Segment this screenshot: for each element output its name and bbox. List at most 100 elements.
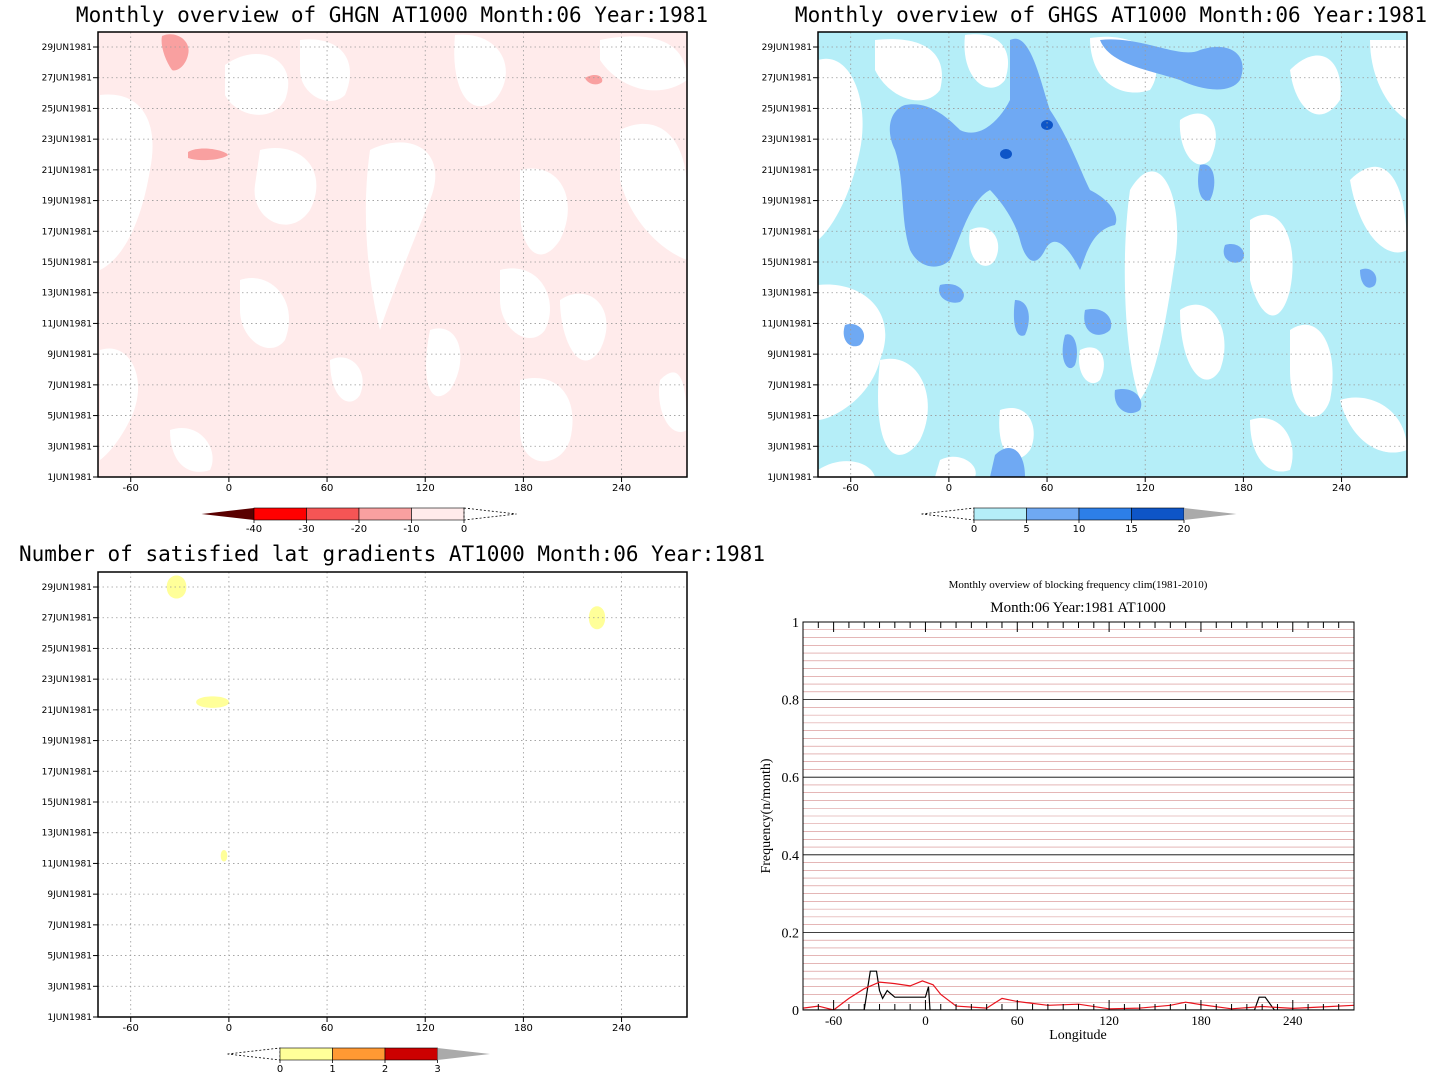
y-tick-label: 27JUN1981 <box>42 74 92 84</box>
colorbar-extend-left <box>921 507 975 521</box>
x-tick-label: 180 <box>514 483 533 494</box>
y-tick-label: 27JUN1981 <box>42 614 92 624</box>
y-tick-label: 19JUN1981 <box>42 737 92 747</box>
lat-x-labels: -60 0 60 120 180 240 <box>123 1017 631 1034</box>
y-tick-label: 7JUN1981 <box>47 381 92 391</box>
x-tick-label: 180 <box>514 1023 533 1034</box>
colorbar-label: -10 <box>403 524 419 535</box>
y-tick-label: 15JUN1981 <box>762 258 812 268</box>
y-tick-label: 1JUN1981 <box>767 473 812 483</box>
y-tick-label: 21JUN1981 <box>42 706 92 716</box>
x-tick-label: 120 <box>1136 483 1155 494</box>
ghgn-grid <box>98 32 687 478</box>
lat-field <box>166 575 606 862</box>
y-tick-label: 23JUN1981 <box>762 135 812 145</box>
ghgn-white-regions <box>100 34 687 472</box>
ghgs-y-labels: 29JUN1981 27JUN1981 25JUN1981 23JUN1981 21JU… <box>762 43 818 483</box>
lat-title: Number of satisfied lat gradients AT1000… <box>19 542 765 566</box>
y-tick-label: 25JUN1981 <box>762 104 812 114</box>
y-tick-label: 17JUN1981 <box>42 767 92 777</box>
y-tick-label: 29JUN1981 <box>42 43 92 53</box>
y-tick-label: 11JUN1981 <box>42 319 92 329</box>
lat-region <box>588 606 606 630</box>
ghgn-x-labels: -60 0 60 120 180 240 <box>123 477 631 494</box>
y-tick-label: 5JUN1981 <box>47 412 92 422</box>
freq-series-climatology <box>803 980 1354 1010</box>
y-tick-label: 19JUN1981 <box>762 197 812 207</box>
y-tick-label: 27JUN1981 <box>762 74 812 84</box>
x-tick-label: 0 <box>226 1023 232 1034</box>
ghgs-grid <box>818 32 1407 478</box>
x-tick-label: 180 <box>1234 483 1253 494</box>
x-tick-label: 120 <box>416 1023 435 1034</box>
freq-x-tick-label: 240 <box>1283 1013 1303 1028</box>
lat-panel: Number of satisfied lat gradients AT1000… <box>19 542 765 1075</box>
freq-grid <box>803 629 1354 1003</box>
lat-region <box>166 575 187 599</box>
y-tick-label: 15JUN1981 <box>42 798 92 808</box>
ghgn-frame <box>97 31 688 478</box>
ghgs-white-regions <box>818 34 1407 477</box>
y-tick-label: 19JUN1981 <box>42 197 92 207</box>
freq-ticks: 0 0.2 0.4 0.6 0.8 1 -60 0 60 120 180 240 <box>782 616 1355 1028</box>
colorbar-swatch <box>253 507 307 521</box>
x-tick-label: 60 <box>321 1023 334 1034</box>
freq-x-tick-label: 180 <box>1191 1013 1211 1028</box>
y-tick-label: 3JUN1981 <box>47 442 92 452</box>
ghgs-field <box>818 32 1407 477</box>
colorbar-label: 3 <box>434 1064 440 1075</box>
y-tick-label: 13JUN1981 <box>42 289 92 299</box>
freq-x-tick-label: 0 <box>922 1013 929 1028</box>
y-tick-label: 5JUN1981 <box>47 952 92 962</box>
colorbar-swatch <box>411 507 465 521</box>
lat-colorbar: 0 1 2 3 <box>227 1047 490 1075</box>
colorbar-label: 0 <box>277 1064 283 1075</box>
ghgs-frame <box>817 31 1408 478</box>
colorbar-label: 0 <box>461 524 467 535</box>
y-tick-label: 5JUN1981 <box>767 412 812 422</box>
ghgn-title: Monthly overview of GHGN AT1000 Month:06… <box>76 3 708 27</box>
freq-y-tick-label: 0.4 <box>782 849 800 864</box>
colorbar-swatch <box>1131 507 1185 521</box>
ghgn-y-labels: 29JUN1981 27JUN1981 25JUN1981 23JUN1981 21JU… <box>42 43 98 483</box>
y-tick-label: 11JUN1981 <box>762 319 812 329</box>
y-tick-label: 23JUN1981 <box>42 675 92 685</box>
y-tick-label: 11JUN1981 <box>42 859 92 869</box>
x-tick-label: -60 <box>843 483 859 494</box>
y-tick-label: 29JUN1981 <box>762 43 812 53</box>
freq-x-tick-label: -60 <box>825 1013 842 1028</box>
colorbar-label: 5 <box>1023 524 1029 535</box>
y-tick-label: 7JUN1981 <box>47 921 92 931</box>
colorbar-extend-right <box>1184 508 1237 520</box>
x-tick-label: 120 <box>416 483 435 494</box>
freq-y-tick-label: 0 <box>792 1004 799 1019</box>
freq-title: Monthly overview of blocking frequency c… <box>949 579 1208 591</box>
x-tick-label: 240 <box>612 1023 631 1034</box>
freq-y-tick-label: 1 <box>792 616 799 631</box>
colorbar-extend-left <box>201 508 254 520</box>
ghgs-panel: Monthly overview of GHGS AT1000 Month:06… <box>762 3 1427 535</box>
colorbar-label: 10 <box>1073 524 1086 535</box>
x-tick-label: -60 <box>123 483 139 494</box>
colorbar-extend-right <box>463 507 517 521</box>
y-tick-label: 1JUN1981 <box>47 1013 92 1023</box>
y-tick-label: 25JUN1981 <box>42 644 92 654</box>
freq-ylabel: Frequency(n/month) <box>759 758 774 873</box>
ghgn-panel: Monthly overview of GHGN AT1000 Month:06… <box>42 3 708 535</box>
lat-grid <box>98 572 687 1018</box>
y-tick-label: 9JUN1981 <box>47 890 92 900</box>
y-tick-label: 7JUN1981 <box>767 381 812 391</box>
colorbar-swatch <box>384 1047 438 1061</box>
x-tick-label: 240 <box>612 483 631 494</box>
lat-region <box>196 696 229 708</box>
y-tick-label: 3JUN1981 <box>767 442 812 452</box>
colorbar-swatch <box>332 1047 386 1061</box>
y-tick-label: 23JUN1981 <box>42 135 92 145</box>
colorbar-swatch <box>279 1047 333 1061</box>
colorbar-label: -40 <box>246 524 262 535</box>
x-tick-label: 60 <box>321 483 334 494</box>
ghgn-field <box>98 32 687 477</box>
x-tick-label: -60 <box>123 1023 139 1034</box>
x-tick-label: 0 <box>226 483 232 494</box>
y-tick-label: 13JUN1981 <box>42 829 92 839</box>
